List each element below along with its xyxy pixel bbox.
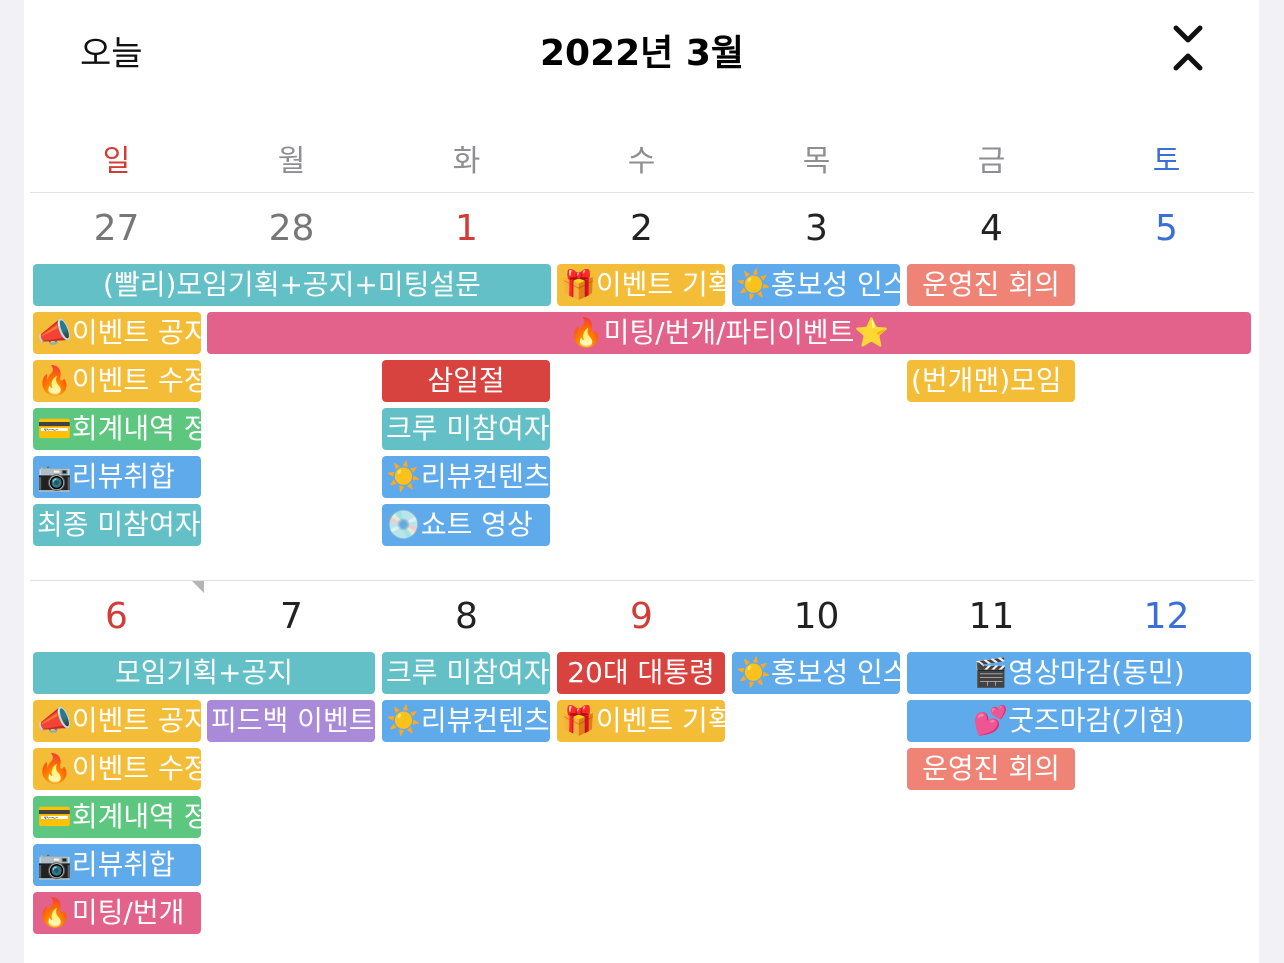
- weekday-wed: 수: [627, 144, 656, 179]
- calendar-event[interactable]: 💳회계내역 정리: [33, 796, 201, 838]
- divider: [30, 192, 1254, 193]
- calendar-event[interactable]: 크루 미참여자: [382, 408, 550, 450]
- calendar-event[interactable]: 🎁이벤트 기획: [557, 264, 725, 306]
- calendar-event[interactable]: 20대 대통령: [557, 652, 725, 694]
- weekday-sat: 토: [1152, 144, 1181, 179]
- weekday-mon: 월: [277, 144, 306, 179]
- calendar-event[interactable]: 💕굿즈마감(기현): [907, 700, 1251, 742]
- today-button[interactable]: 오늘: [80, 34, 143, 74]
- day-cell-number[interactable]: 4: [980, 208, 1003, 249]
- month-title: 2022년 3월: [539, 33, 745, 74]
- weekday-sun: 일: [102, 144, 131, 179]
- calendar-event[interactable]: 📣이벤트 공지: [33, 312, 201, 354]
- calendar-event[interactable]: (빨리)모임기획+공지+미팅설문: [33, 264, 551, 306]
- day-cell-number[interactable]: 7: [280, 596, 303, 637]
- calendar-event[interactable]: (번개맨)모임: [907, 360, 1075, 402]
- calendar-event[interactable]: ☀️홍보성 인스타: [732, 264, 900, 306]
- calendar-event[interactable]: 최종 미참여자: [33, 504, 201, 546]
- day-cell-number[interactable]: 10: [793, 596, 840, 637]
- calendar-event[interactable]: ☀️홍보성 인스타: [732, 652, 900, 694]
- calendar-event[interactable]: 운영진 회의: [907, 748, 1075, 790]
- calendar-event[interactable]: 🔥이벤트 수정: [33, 748, 201, 790]
- day-cell-number[interactable]: 9: [630, 596, 653, 637]
- day-cell-number[interactable]: 8: [455, 596, 478, 637]
- calendar-event[interactable]: ☀️리뷰컨텐츠: [382, 456, 550, 498]
- divider: [30, 580, 1254, 581]
- calendar-event[interactable]: 🎬영상마감(동민): [907, 652, 1251, 694]
- calendar-event[interactable]: 📷리뷰취합: [33, 456, 201, 498]
- chevron-collapse-expand-icon[interactable]: [1168, 22, 1208, 74]
- calendar-event[interactable]: ☀️리뷰컨텐츠: [382, 700, 550, 742]
- calendar-event[interactable]: 🔥미팅/번개: [33, 892, 201, 934]
- weekday-fri: 금: [977, 144, 1006, 179]
- day-cell-number[interactable]: 27: [93, 208, 140, 249]
- day-cell-number[interactable]: 12: [1143, 596, 1190, 637]
- calendar-event[interactable]: 운영진 회의: [907, 264, 1075, 306]
- day-cell-number[interactable]: 3: [805, 208, 828, 249]
- weekday-thu: 목: [802, 144, 831, 179]
- more-events-indicator: [192, 581, 204, 593]
- day-cell-number[interactable]: 28: [268, 208, 315, 249]
- day-cell-number[interactable]: 5: [1155, 208, 1178, 249]
- calendar-event[interactable]: 💿쇼트 영상: [382, 504, 550, 546]
- calendar-card: [24, 0, 1259, 963]
- calendar-event[interactable]: 🎁이벤트 기획: [557, 700, 725, 742]
- calendar-event[interactable]: 💳회계내역 정리: [33, 408, 201, 450]
- day-cell-number[interactable]: 6: [105, 596, 128, 637]
- calendar-event[interactable]: 피드백 이벤트: [207, 700, 375, 742]
- calendar-event[interactable]: 모임기획+공지: [33, 652, 375, 694]
- calendar-event[interactable]: 📷리뷰취합: [33, 844, 201, 886]
- calendar-event[interactable]: 📣이벤트 공지: [33, 700, 201, 742]
- day-cell-number[interactable]: 1: [455, 208, 478, 249]
- calendar-event[interactable]: 크루 미참여자: [382, 652, 550, 694]
- calendar-event[interactable]: 삼일절: [382, 360, 550, 402]
- calendar-event[interactable]: 🔥이벤트 수정: [33, 360, 201, 402]
- day-cell-number[interactable]: 11: [968, 596, 1015, 637]
- calendar-event[interactable]: 🔥미팅/번개/파티이벤트⭐️: [207, 312, 1251, 354]
- weekday-tue: 화: [452, 144, 481, 179]
- day-cell-number[interactable]: 2: [630, 208, 653, 249]
